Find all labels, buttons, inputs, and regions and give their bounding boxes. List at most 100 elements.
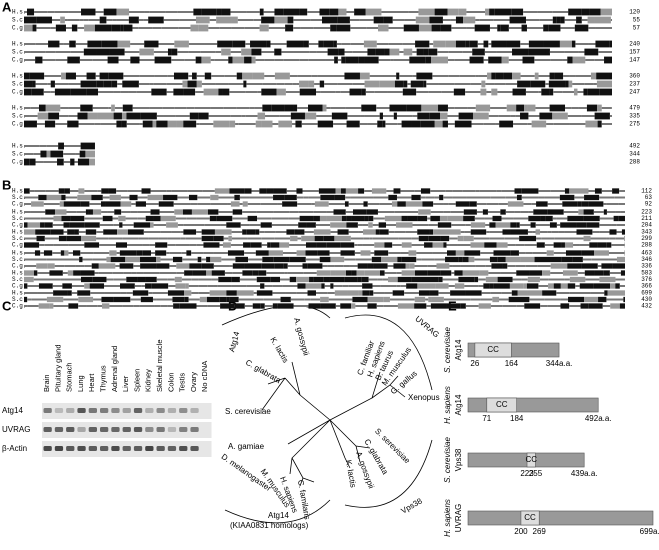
identical-residues [393, 263, 406, 269]
similar-residues [64, 250, 69, 256]
identical-residues [151, 88, 167, 96]
tree-label: A. gossypii [292, 317, 311, 357]
residues [524, 244, 537, 246]
residues [350, 43, 364, 45]
residues [59, 43, 64, 45]
residues [171, 59, 185, 61]
identical-residues [54, 88, 71, 96]
identical-residues [128, 16, 139, 24]
residue-number: 376 [641, 276, 652, 283]
residues [536, 237, 542, 240]
residues [590, 292, 605, 294]
similar-residues [36, 263, 48, 269]
identical-residues [317, 250, 330, 256]
identical-residues [410, 80, 424, 88]
identical-residues [465, 290, 482, 296]
identical-residues [140, 263, 157, 269]
residues [389, 190, 394, 192]
similar-residues [384, 215, 402, 222]
similar-residues [389, 48, 400, 56]
residues [521, 196, 539, 199]
residues [489, 237, 505, 240]
residues [475, 190, 480, 192]
residues [24, 292, 38, 294]
species-label: S.c. [12, 17, 26, 24]
similar-residues [85, 150, 95, 158]
residues [131, 203, 136, 205]
similar-residues [81, 235, 97, 242]
identical-residues [551, 256, 562, 263]
residues [177, 196, 189, 199]
identical-residues [319, 8, 330, 16]
tissue-label: Brain [42, 374, 51, 392]
species-label: S.c. [12, 296, 26, 303]
residues [399, 298, 415, 301]
identical-residues [567, 283, 576, 289]
gel-band [43, 427, 52, 432]
identical-residues [235, 256, 248, 263]
residues [152, 27, 162, 29]
identical-residues [145, 283, 152, 289]
residues [421, 258, 435, 261]
residues [336, 43, 342, 45]
identical-residues [406, 104, 422, 112]
residues [526, 27, 544, 29]
residues [127, 244, 143, 246]
residue-number: 211 [641, 215, 652, 222]
residues [335, 91, 341, 93]
residues [247, 237, 262, 240]
identical-residues [101, 40, 118, 48]
residues [588, 27, 596, 29]
identical-residues [286, 229, 295, 235]
residues [94, 272, 99, 274]
residues [138, 83, 150, 85]
residues [289, 75, 298, 77]
species-label: C.g. [12, 89, 26, 96]
identical-residues [220, 303, 235, 309]
identical-residues [548, 24, 561, 32]
gel-band [145, 446, 154, 451]
identical-residues [560, 222, 577, 228]
identical-residues [366, 209, 378, 215]
residues [154, 305, 161, 307]
identical-residues [454, 120, 472, 128]
similar-residues [182, 80, 188, 88]
identical-residues [401, 120, 412, 128]
residues [501, 292, 512, 294]
identical-residues [503, 72, 513, 80]
identical-residues [173, 72, 184, 80]
residues [42, 59, 56, 61]
identical-residues [86, 72, 96, 80]
residues [335, 305, 341, 307]
identical-residues [549, 104, 566, 112]
residues [230, 11, 247, 13]
residues [185, 237, 202, 240]
residues [496, 51, 513, 53]
residues [451, 27, 467, 29]
residues [218, 196, 235, 199]
residues [163, 19, 180, 21]
identical-residues [313, 215, 320, 222]
identical-residues [40, 150, 47, 158]
residues [231, 285, 247, 287]
residues [35, 43, 49, 45]
identical-residues [289, 276, 297, 283]
residues [71, 292, 78, 294]
residues [274, 59, 284, 61]
residues [376, 305, 384, 307]
identical-residues [24, 120, 37, 128]
residues [301, 211, 314, 213]
identical-residues [103, 229, 118, 235]
residues [122, 224, 134, 226]
identical-residues [273, 188, 287, 194]
similar-residues [546, 250, 554, 256]
identical-residues [588, 303, 603, 309]
residues [593, 211, 604, 213]
residues [176, 272, 185, 274]
identical-residues [564, 188, 570, 194]
identical-residues [183, 120, 197, 128]
identical-residues [145, 215, 154, 222]
similar-residues [569, 276, 586, 283]
residues [24, 59, 36, 61]
